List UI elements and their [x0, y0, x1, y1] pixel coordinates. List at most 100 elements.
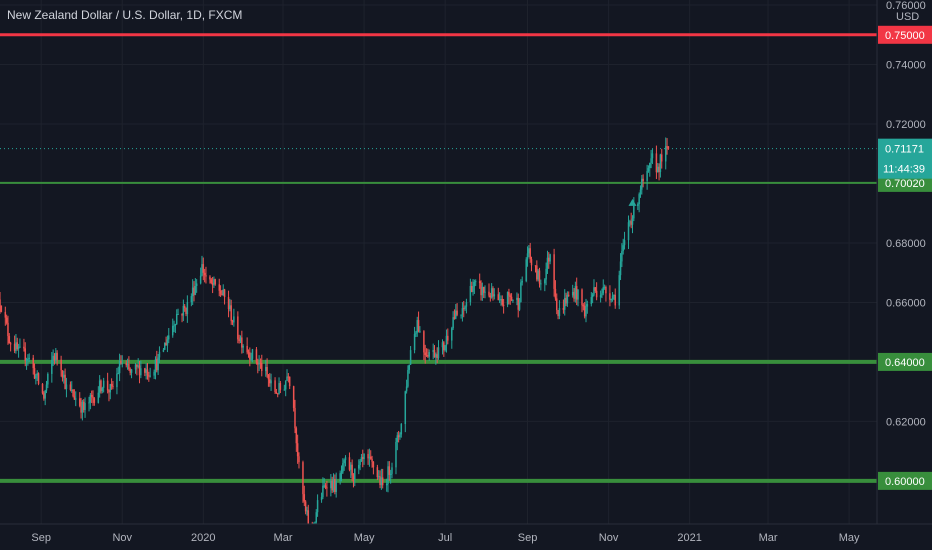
- candle-up: [664, 146, 667, 162]
- horizontal-levels: [0, 33, 877, 483]
- candle-down: [480, 283, 482, 296]
- candle-down: [193, 287, 195, 295]
- x-tick-label: Nov: [599, 532, 619, 544]
- resistance-price-tag: [878, 25, 932, 44]
- candle-up: [484, 291, 486, 293]
- candle-down: [110, 384, 113, 387]
- candle-up: [571, 291, 574, 296]
- candle-up: [481, 286, 484, 296]
- candle-up: [512, 299, 514, 301]
- y-tick-label: 0.62000: [886, 416, 926, 428]
- candle-down: [205, 275, 207, 277]
- candle-down: [185, 307, 187, 315]
- candle-down: [326, 487, 328, 489]
- candle-up: [258, 362, 260, 365]
- candle-up: [55, 352, 57, 361]
- candle-up: [396, 435, 399, 443]
- candle-up: [586, 304, 589, 307]
- candle-up: [464, 306, 466, 309]
- candle-down: [367, 453, 369, 459]
- candle-down: [565, 297, 567, 304]
- candle-up: [650, 158, 652, 163]
- candle-down: [16, 342, 19, 349]
- candle-up: [631, 218, 634, 225]
- candle-down: [553, 254, 555, 289]
- candle-down: [388, 466, 391, 475]
- candle-down: [287, 376, 290, 378]
- candle-up: [400, 424, 403, 435]
- candle-down: [298, 456, 300, 463]
- candle-up: [358, 464, 360, 469]
- candle-down: [274, 380, 276, 393]
- candle-down: [41, 383, 44, 394]
- candle-up: [574, 286, 577, 299]
- candle-down: [5, 317, 8, 323]
- candle-up: [473, 281, 476, 287]
- candle-down: [489, 295, 492, 298]
- candle-up: [633, 205, 635, 219]
- candle-down: [43, 393, 45, 399]
- candle-down: [352, 475, 355, 480]
- candle-up: [283, 389, 286, 391]
- candle-down: [575, 286, 578, 300]
- price-axis: 0.760000.740000.720000.700000.680000.660…: [876, 0, 932, 550]
- candle-down: [33, 368, 36, 379]
- candle-down: [78, 398, 81, 406]
- candle-up: [637, 204, 639, 206]
- candle-up: [428, 352, 430, 357]
- y-tick-label: 0.66000: [886, 297, 926, 309]
- candle-down: [567, 294, 570, 296]
- x-tick-label: Mar: [274, 532, 293, 544]
- x-tick-label: May: [839, 532, 860, 544]
- candle-down: [509, 295, 512, 297]
- candle-down: [423, 331, 425, 353]
- candle-up: [387, 466, 389, 484]
- candle-up: [74, 398, 77, 400]
- candle-up: [610, 299, 612, 301]
- candle-up: [121, 363, 123, 365]
- candle-up: [158, 351, 161, 358]
- candle-up: [177, 313, 179, 315]
- candle-down: [583, 305, 586, 317]
- candle-up: [641, 178, 643, 190]
- candle-up: [116, 373, 118, 388]
- candle-up: [455, 310, 457, 319]
- candle-down: [581, 289, 583, 306]
- candle-up: [44, 390, 46, 399]
- candle-up: [332, 478, 335, 491]
- candle-down: [331, 480, 333, 491]
- candle-up: [88, 402, 90, 404]
- candle-down: [61, 370, 64, 378]
- candle-down: [279, 383, 282, 390]
- candle-up: [251, 349, 254, 359]
- candle-up: [201, 264, 203, 276]
- candle-down: [453, 317, 456, 319]
- candle-down: [156, 359, 158, 371]
- y-tick-label: 0.72000: [886, 119, 926, 131]
- candle-down: [497, 294, 500, 301]
- candle-up: [360, 457, 363, 462]
- candle-up: [354, 468, 356, 480]
- candle-up: [377, 476, 380, 478]
- x-tick-label: Sep: [31, 532, 51, 544]
- candle-up: [117, 373, 120, 375]
- candle-up: [340, 472, 343, 474]
- x-tick-label: 2021: [677, 532, 701, 544]
- candle-down: [376, 467, 379, 478]
- candle-up: [563, 297, 566, 310]
- candle-down: [181, 313, 183, 316]
- candle-down: [517, 297, 519, 310]
- candle-up: [404, 391, 407, 425]
- candle-up: [28, 357, 30, 359]
- candle-up: [461, 308, 464, 315]
- time-axis: Sep Nov 2020 Mar May Jul Sep Nov 2021 Mar May: [0, 523, 932, 550]
- candle-up: [651, 153, 654, 159]
- candle-up: [171, 325, 174, 336]
- candle-down: [13, 343, 16, 351]
- candle-up: [359, 461, 361, 465]
- y-tick-label: 0.74000: [886, 60, 926, 72]
- candle-up: [380, 477, 383, 486]
- candle-down: [267, 374, 270, 380]
